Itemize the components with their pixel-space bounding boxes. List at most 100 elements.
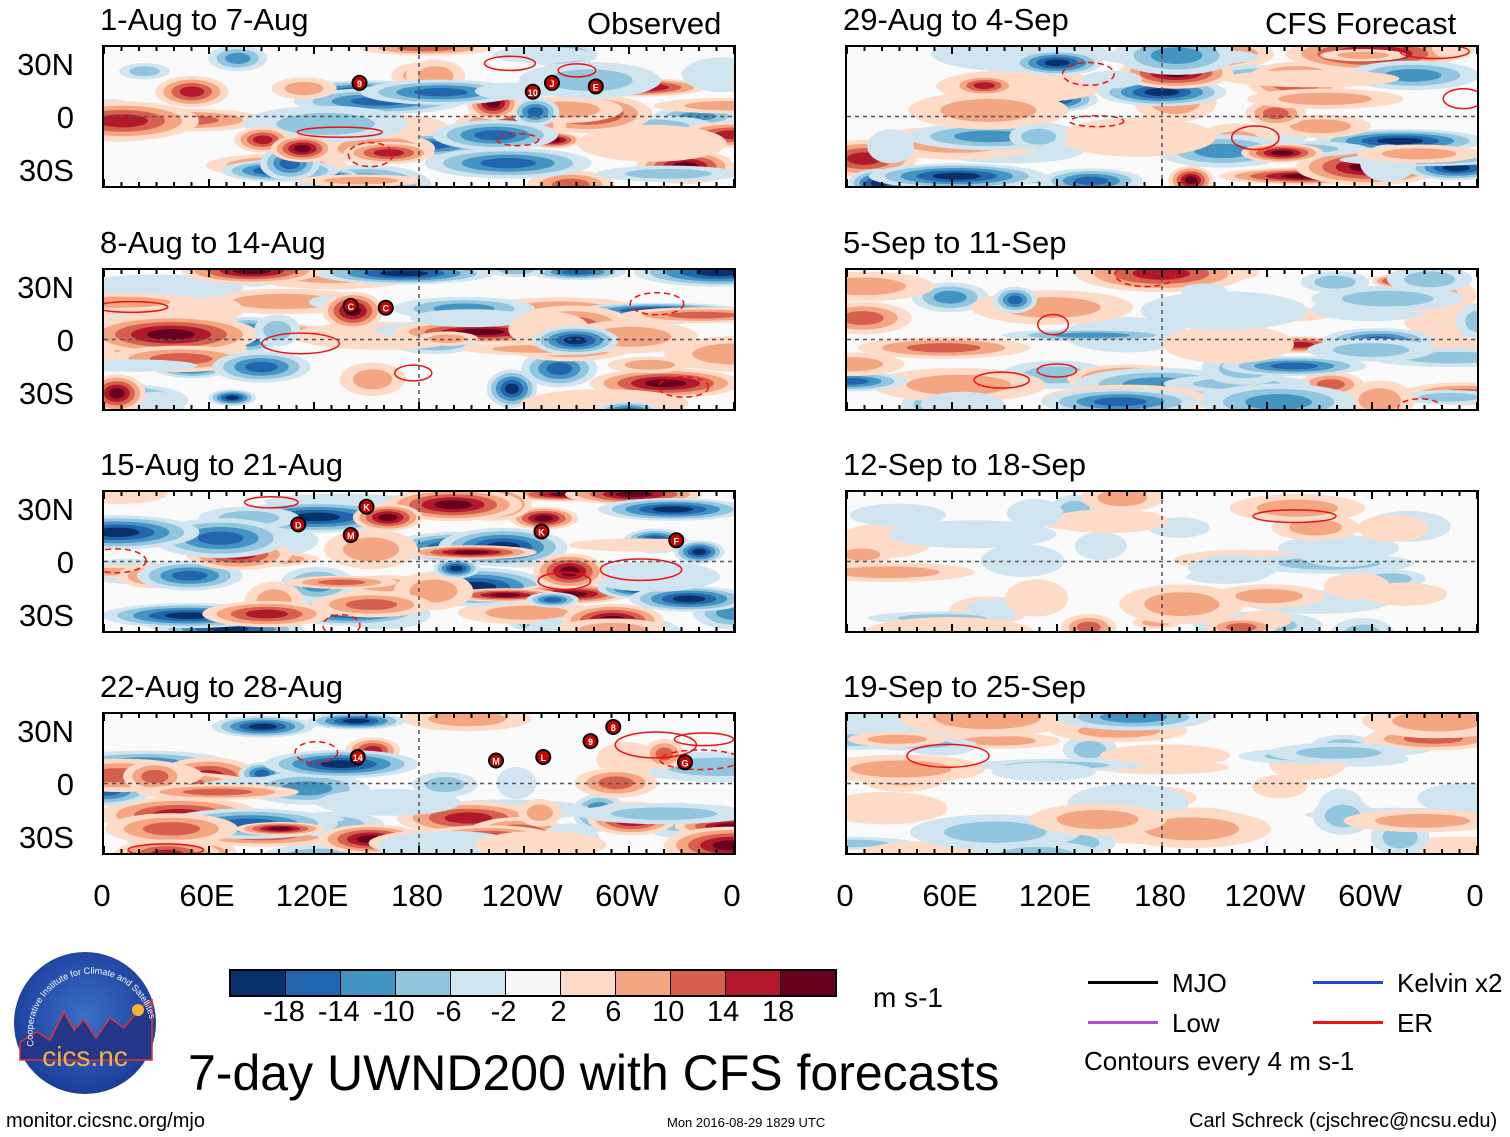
wind-anomaly-blob [378,513,398,522]
wind-anomaly-blob [1144,592,1220,617]
colorbar-tick: -10 [372,996,415,1028]
wind-anomaly-blob [104,527,140,538]
wind-anomaly-blob [108,388,125,399]
lat-label: 30N [17,714,74,749]
legend-label: Low [1172,1008,1220,1038]
lon-label: 120E [1018,878,1092,913]
storm-marker: F [668,532,685,549]
wind-anomaly-blob [428,334,466,344]
wind-anomaly-blob [1143,817,1240,841]
wind-anomaly-blob [474,82,553,100]
wind-anomaly-blob [980,544,1065,577]
wind-anomaly-blob [141,769,169,784]
panel-title: 22-Aug to 28-Aug [100,669,344,704]
wind-anomaly-blob [1289,119,1352,134]
storm-label: J [549,79,554,89]
colorbar-swatch [286,971,341,995]
wind-anomaly-blob [944,821,1047,843]
er-contour [1036,313,1070,336]
wind-anomaly-blob [248,723,277,730]
wind-anomaly-blob [847,548,881,561]
lat-label: 30N [17,270,74,305]
wind-anomaly-blob [425,777,465,793]
wind-anomaly-blob [1223,69,1400,88]
wind-anomaly-blob [1099,714,1168,723]
wind-anomaly-blob [1270,362,1319,370]
lat-label: 30S [18,820,74,855]
observed-label: Observed [587,6,722,41]
panel-title: 29-Aug to 4-Sep [843,2,1069,37]
wind-anomaly-blob [1358,388,1401,409]
panel-title: 5-Sep to 11-Sep [843,225,1067,260]
storm-marker: C [377,299,394,316]
er-contour [347,141,394,168]
wind-anomaly-blob [1356,515,1429,542]
wind-anomaly-blob [1056,809,1139,830]
lat-label: 0 [56,100,74,135]
colorbar-tick: 6 [605,996,622,1028]
wind-anomaly-blob [849,503,947,527]
wind-anomaly-blob [373,149,404,157]
footer-url[interactable]: monitor.cicsnc.org/mjo [6,1110,205,1132]
er-contour [629,291,685,316]
lon-label: 0 [1466,878,1484,913]
wind-anomaly-blob [1044,59,1070,67]
wind-anomaly-blob [263,320,292,341]
colorbar-swatch [616,971,671,995]
logo-text: cics.nc [42,1041,128,1072]
wind-anomaly-blob [1094,397,1147,407]
storm-marker: K [533,523,550,540]
wind-anomaly-blob [129,66,160,77]
lat-label: 30S [18,598,74,633]
wind-anomaly-blob [225,52,251,64]
er-contour [261,332,341,355]
wind-anomaly-blob [409,579,458,603]
colorbar-tick: -14 [317,996,360,1028]
figure-title: 7-day UWND200 with CFS forecasts [188,1045,1000,1101]
lat-label: 30S [18,153,74,188]
storm-label: 9 [588,737,593,747]
wind-anomaly-blob [684,100,734,111]
wind-anomaly-blob [453,550,490,555]
wind-anomaly-blob [1316,379,1345,390]
wind-anomaly-blob [934,714,1041,730]
wind-anomaly-blob [428,714,506,727]
er-contour [394,364,433,382]
er-contour [1230,125,1280,151]
wind-anomaly-blob [625,168,712,179]
wind-anomaly-blob [1162,324,1295,364]
wind-anomaly-blob [1465,310,1477,333]
colorbar-swatch [726,971,781,995]
wind-anomaly-blob [150,849,184,853]
wind-anomaly-blob [991,762,1096,782]
wind-anomaly-blob [1006,498,1064,528]
storm-label: D [295,520,302,530]
wind-anomaly-blob [342,718,370,724]
storm-marker: M [488,752,504,769]
wind-anomaly-blob [561,270,594,275]
wind-anomaly-blob [1074,531,1127,561]
er-contour [557,63,597,78]
wind-anomaly-blob [1289,519,1342,536]
wind-anomaly-blob [1296,746,1381,759]
lat-label: 0 [56,545,74,580]
storm-marker: M [342,526,359,543]
storm-label: F [674,536,680,546]
wind-anomaly-blob [1245,394,1312,409]
wind-anomaly-blob [1073,740,1107,759]
wind-anomaly-blob [1330,617,1394,631]
footer-credit: Carl Schreck (cjschrec@ncsu.edu) [1189,1110,1498,1132]
er-contour [1442,87,1477,110]
map-panel [845,712,1479,855]
map-panel: 14 M L 9 8 G [102,712,736,855]
wind-anomaly-blob [245,361,278,373]
wind-anomaly-blob [1021,128,1057,145]
wind-anomaly-blob [254,769,270,778]
wind-anomaly-blob [847,277,907,296]
cicsnc-logo: Cooperative Institute for Climate and Sa… [12,950,158,1096]
wind-anomaly-blob [245,609,289,619]
wind-anomaly-blob [1074,176,1109,185]
legend-line [1313,981,1383,984]
wind-anomaly-blob [1140,291,1308,331]
colorbar-tick: -6 [435,996,462,1028]
